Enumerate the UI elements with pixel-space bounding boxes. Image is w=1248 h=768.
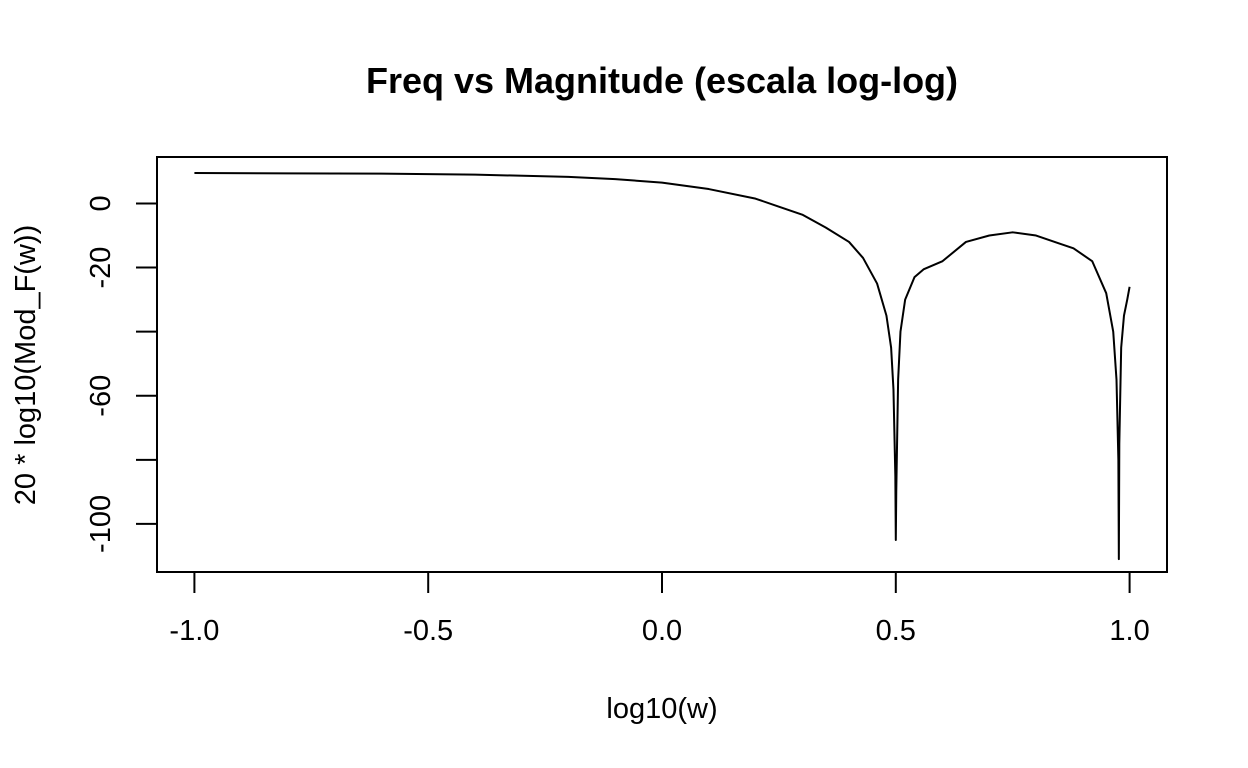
plot-frame [156,156,1168,573]
y-tick-label: 0 [85,195,117,211]
y-axis-label: 20 * log10(Mod_F(w)) [10,225,42,505]
x-tick-label: 0.5 [876,615,916,647]
series-line [194,172,1131,561]
x-tick-label: -0.5 [403,615,453,647]
y-axis: 0 -20 -60 -100 [85,195,158,553]
x-tick-label: 1.0 [1109,615,1149,647]
x-axis: -1.0 -0.5 0.0 0.5 1.0 [169,571,1150,647]
chart-title: Freq vs Magnitude (escala log-log) [366,60,958,101]
y-tick-label: -60 [85,375,117,417]
x-tick-label: 0.0 [642,615,682,647]
y-tick-label: -100 [85,495,117,553]
x-axis-label: log10(w) [606,693,717,725]
x-tick-label: -1.0 [169,615,219,647]
y-tick-label: -20 [85,247,117,289]
series-layer [194,172,1131,561]
